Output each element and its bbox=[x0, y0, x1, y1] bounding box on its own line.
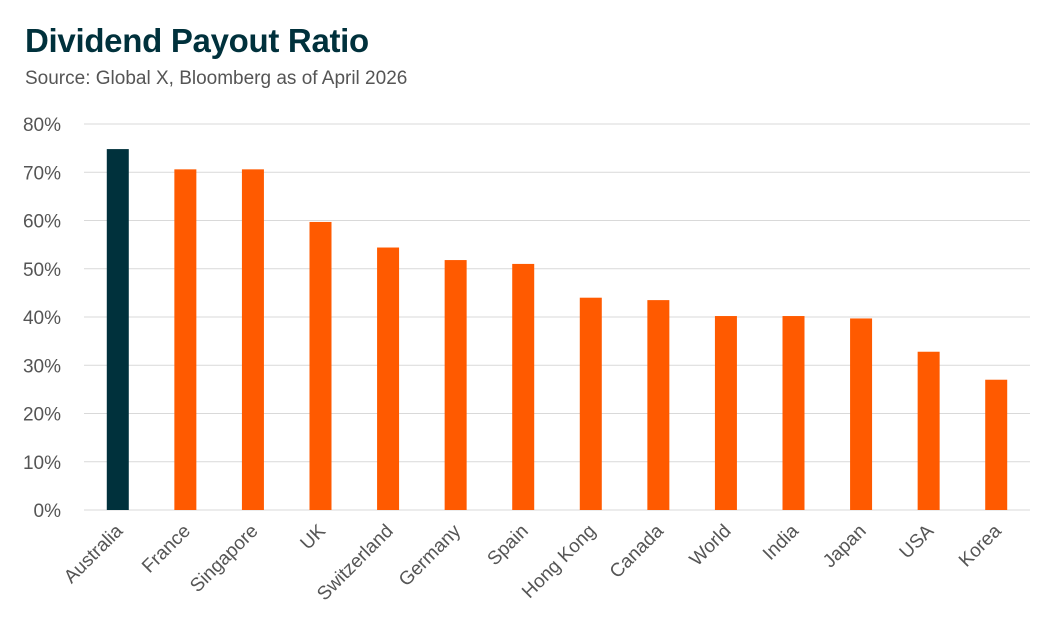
bar-usa bbox=[917, 351, 940, 510]
y-tick-label: 40% bbox=[23, 308, 61, 329]
bar-uk bbox=[309, 221, 332, 510]
bar-australia bbox=[106, 149, 129, 510]
bar-hong-kong bbox=[579, 297, 602, 510]
x-tick-label: Australia bbox=[60, 520, 127, 587]
bar-germany bbox=[444, 260, 467, 510]
y-tick-label: 10% bbox=[23, 453, 61, 474]
chart-title: Dividend Payout Ratio bbox=[25, 22, 369, 59]
x-tick-label: Canada bbox=[606, 520, 668, 582]
x-tick-label: Germany bbox=[395, 520, 465, 590]
x-tick-label: Hong Kong bbox=[518, 521, 600, 603]
bar-france bbox=[174, 169, 197, 511]
y-tick-label: 80% bbox=[23, 115, 61, 136]
bar-switzerland bbox=[377, 247, 400, 510]
x-tick-label: Japan bbox=[819, 521, 870, 572]
y-tick-label: 60% bbox=[23, 212, 61, 233]
bar-spain bbox=[512, 263, 535, 510]
x-tick-label: World bbox=[686, 521, 736, 571]
y-tick-label: 70% bbox=[23, 163, 61, 184]
x-tick-label: Korea bbox=[955, 520, 1006, 571]
y-tick-label: 0% bbox=[34, 501, 62, 522]
x-tick-label: France bbox=[138, 521, 195, 578]
bar-singapore bbox=[241, 169, 264, 511]
y-tick-label: 20% bbox=[23, 405, 61, 426]
x-tick-label: Singapore bbox=[186, 521, 262, 597]
bar-world bbox=[714, 316, 737, 510]
y-tick-label: 30% bbox=[23, 356, 61, 377]
x-tick-label: UK bbox=[297, 520, 331, 554]
y-tick-label: 50% bbox=[23, 260, 61, 281]
bar-india bbox=[782, 316, 805, 510]
x-tick-label: Spain bbox=[484, 521, 533, 570]
x-tick-label: India bbox=[759, 520, 803, 564]
bar-japan bbox=[850, 318, 873, 510]
bar-canada bbox=[647, 300, 670, 510]
chart-subtitle: Source: Global X, Bloomberg as of April … bbox=[25, 68, 408, 89]
bar-korea bbox=[985, 379, 1008, 510]
x-tick-label: USA bbox=[896, 520, 939, 563]
